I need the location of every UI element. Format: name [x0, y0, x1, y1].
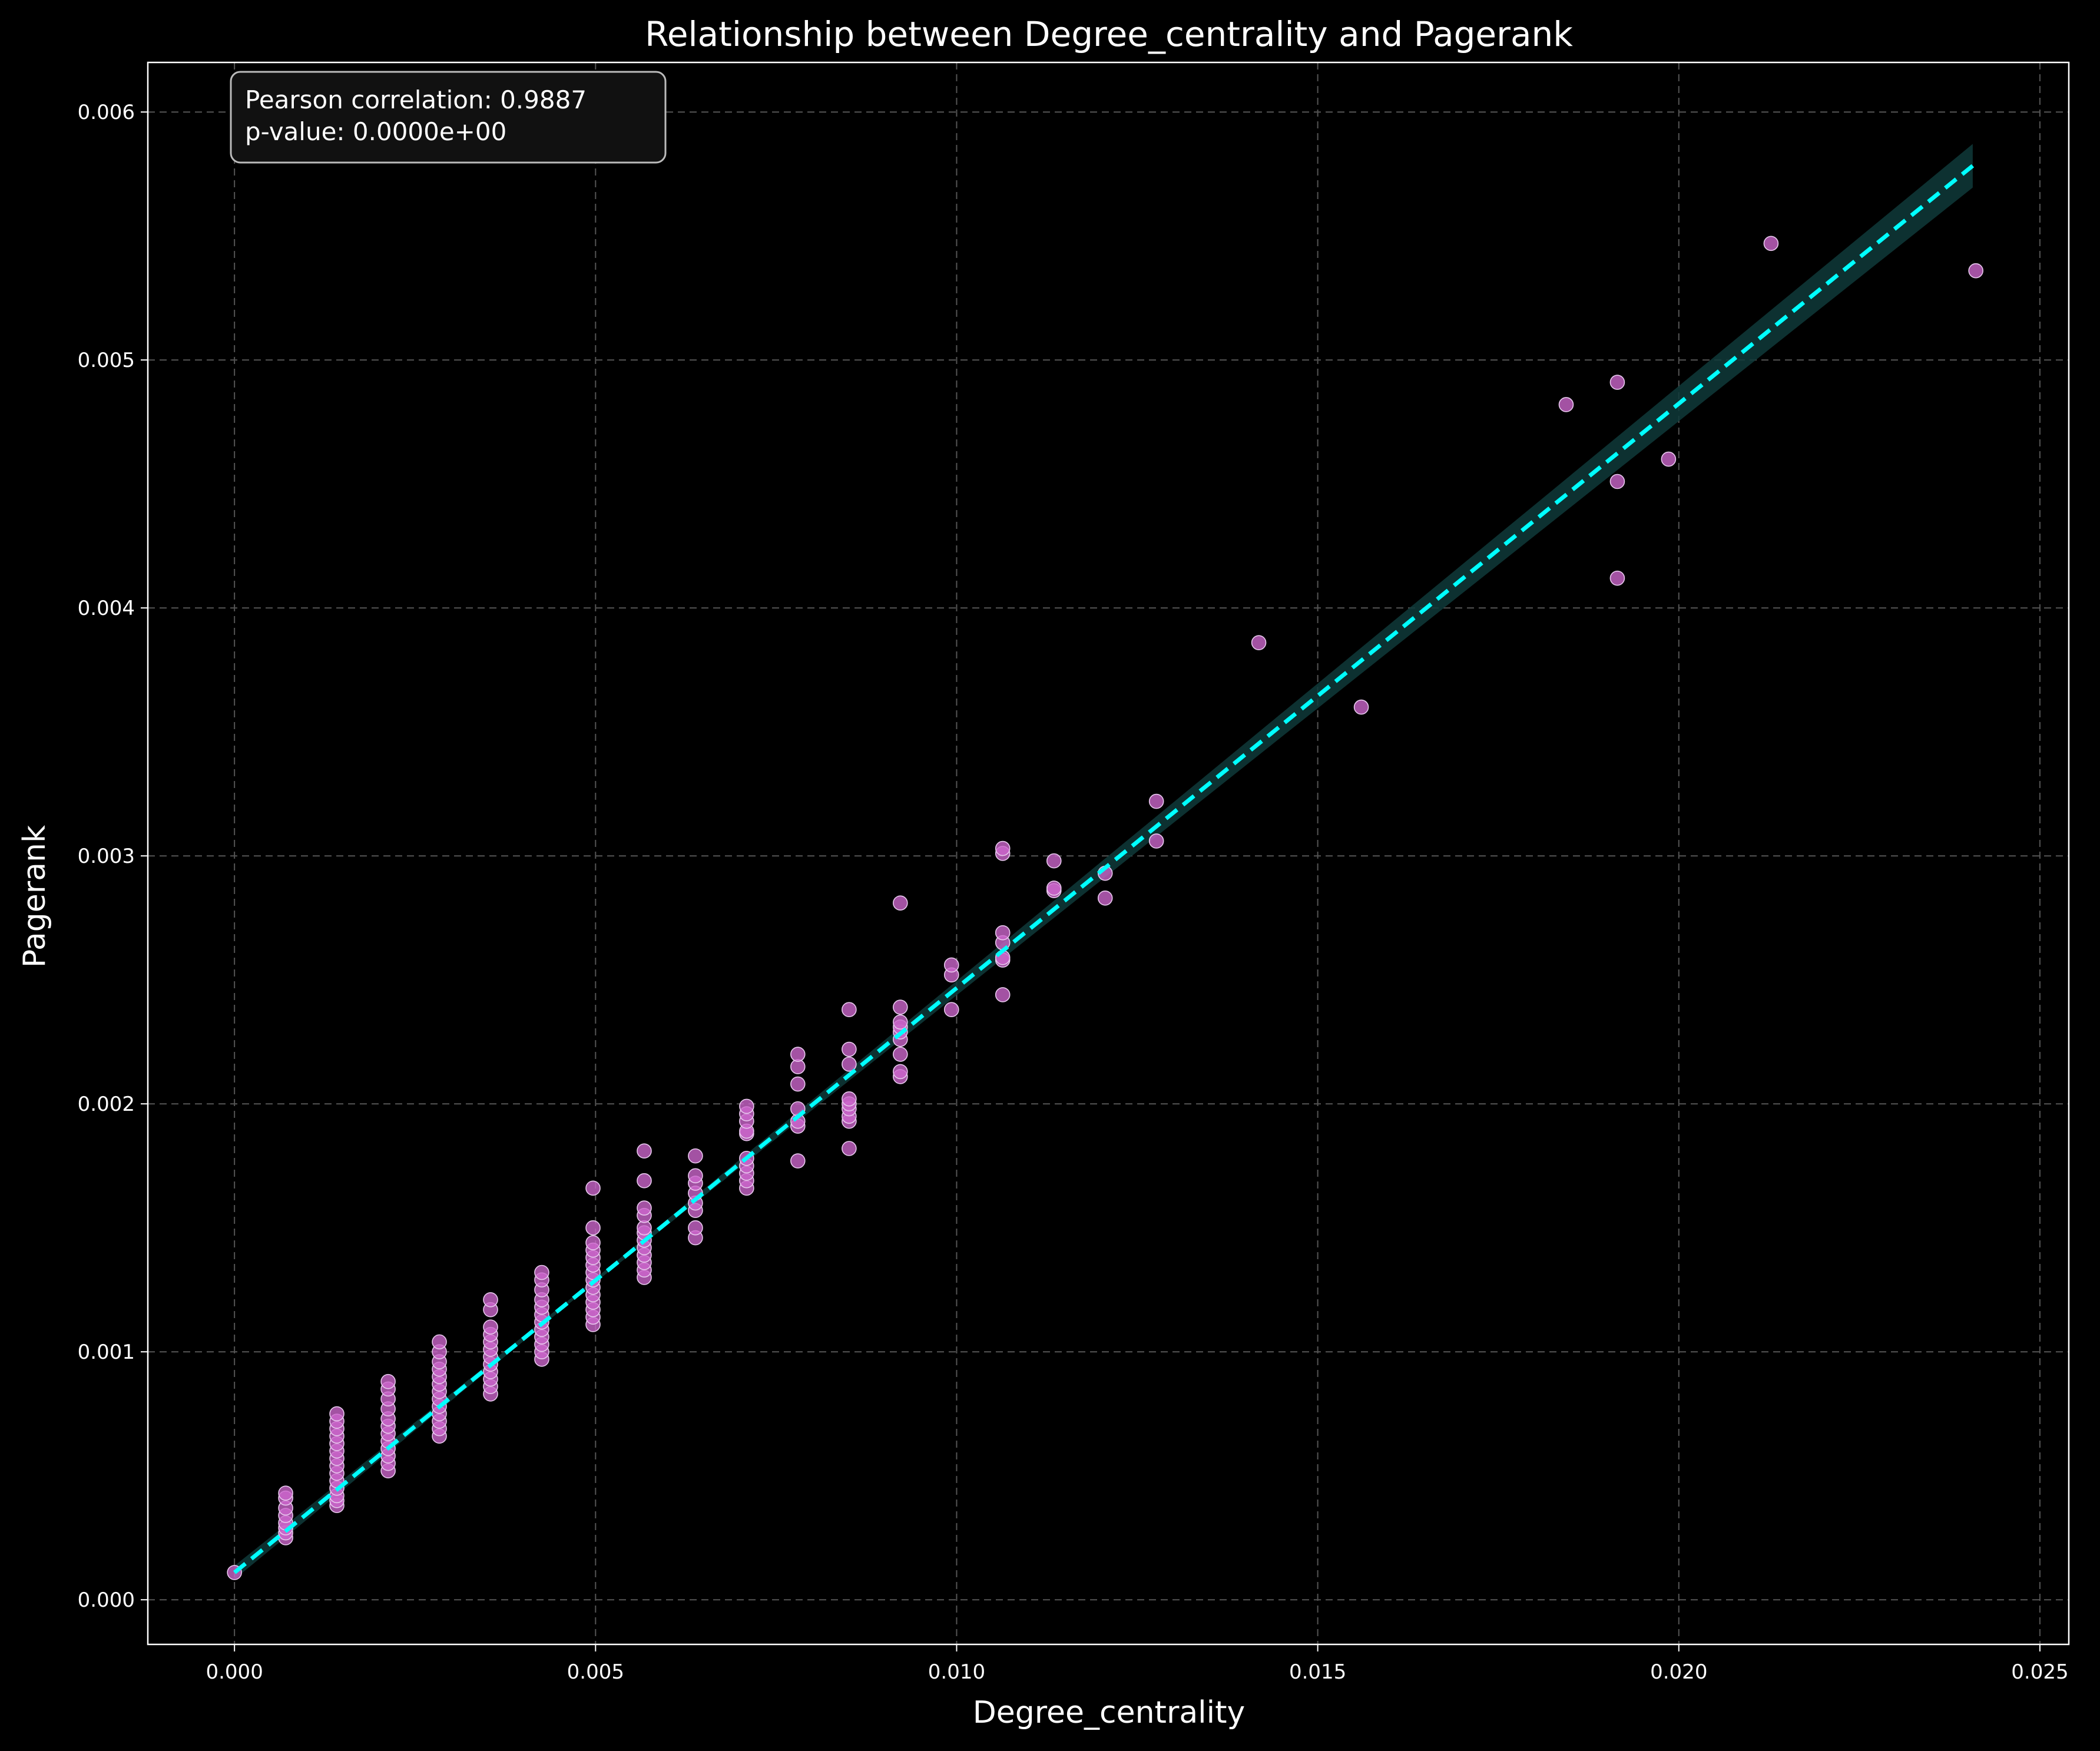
data-point	[1609, 474, 1625, 489]
data-point	[893, 1014, 908, 1030]
data-point	[688, 1168, 703, 1184]
data-point	[585, 1220, 601, 1236]
data-point	[1046, 881, 1062, 896]
x-axis-label: Degree_centrality	[973, 1695, 1246, 1730]
y-tick-label: 0.001	[78, 1340, 135, 1364]
data-point	[943, 957, 959, 973]
data-point	[1968, 263, 1983, 279]
data-point	[1251, 635, 1267, 650]
data-point	[688, 1220, 703, 1236]
data-point	[432, 1334, 447, 1350]
data-point	[790, 1047, 806, 1062]
data-point	[483, 1292, 498, 1308]
data-point	[1046, 853, 1062, 869]
data-point	[1148, 793, 1164, 809]
data-point	[1763, 236, 1779, 251]
confidence-band	[234, 144, 1973, 1580]
data-point	[1148, 833, 1164, 849]
data-point	[842, 1141, 857, 1156]
data-point	[637, 1200, 652, 1216]
annotation-box	[230, 71, 667, 164]
data-point	[995, 925, 1011, 941]
data-points	[227, 236, 1983, 1580]
x-tick-label: 0.025	[2011, 1660, 2068, 1684]
data-point	[893, 999, 908, 1015]
axis-ticks: 0.000 0.005 0.010 0.015 0.020 0.025 0.000 0.001…	[78, 101, 2069, 1684]
data-point	[893, 1047, 908, 1062]
data-point	[534, 1265, 549, 1280]
data-point	[329, 1406, 345, 1422]
data-point	[1558, 397, 1574, 412]
x-tick-label: 0.015	[1289, 1660, 1346, 1684]
x-tick-label: 0.000	[206, 1660, 263, 1684]
plot-frame	[147, 61, 2070, 1646]
data-point	[637, 1173, 652, 1189]
y-axis-label: Pagerank	[17, 825, 52, 968]
data-point	[790, 1153, 806, 1169]
data-point	[1353, 699, 1369, 715]
data-point	[842, 1057, 857, 1072]
data-point	[278, 1485, 293, 1501]
data-point	[842, 1002, 857, 1018]
x-tick-label: 0.005	[567, 1660, 624, 1684]
data-point	[893, 1064, 908, 1080]
data-point	[739, 1098, 754, 1114]
regression-line	[233, 164, 1975, 1574]
grid	[148, 62, 2069, 1644]
data-point	[637, 1143, 652, 1159]
annotation-p-value: p-value: 0.0000e+00	[245, 117, 506, 146]
data-point	[790, 1076, 806, 1092]
data-point	[483, 1319, 498, 1335]
y-tick-label: 0.000	[78, 1588, 135, 1612]
data-point	[380, 1373, 396, 1389]
y-tick-label: 0.004	[78, 597, 135, 620]
data-point	[1609, 570, 1625, 586]
data-point	[1661, 451, 1677, 467]
data-point	[995, 840, 1011, 856]
data-point	[585, 1180, 601, 1196]
data-point	[585, 1235, 601, 1250]
data-point	[1097, 890, 1113, 906]
x-tick-label: 0.010	[928, 1660, 985, 1684]
data-point	[1609, 375, 1625, 390]
y-tick-label: 0.002	[78, 1093, 135, 1116]
data-point	[842, 1091, 857, 1107]
y-tick-label: 0.003	[78, 845, 135, 868]
chart-title: Relationship between Degree_centrality a…	[645, 14, 1573, 54]
y-tick-label: 0.006	[78, 101, 135, 124]
data-point	[943, 1002, 959, 1018]
data-point	[893, 895, 908, 911]
data-point	[842, 1041, 857, 1057]
annotation-correlation: Pearson correlation: 0.9887	[245, 85, 587, 114]
data-point	[995, 987, 1011, 1002]
y-tick-label: 0.005	[78, 349, 135, 372]
data-point	[688, 1148, 703, 1164]
x-tick-label: 0.020	[1650, 1660, 1707, 1684]
correlation-annotation: Pearson correlation: 0.9887 p-value: 0.0…	[230, 71, 667, 164]
